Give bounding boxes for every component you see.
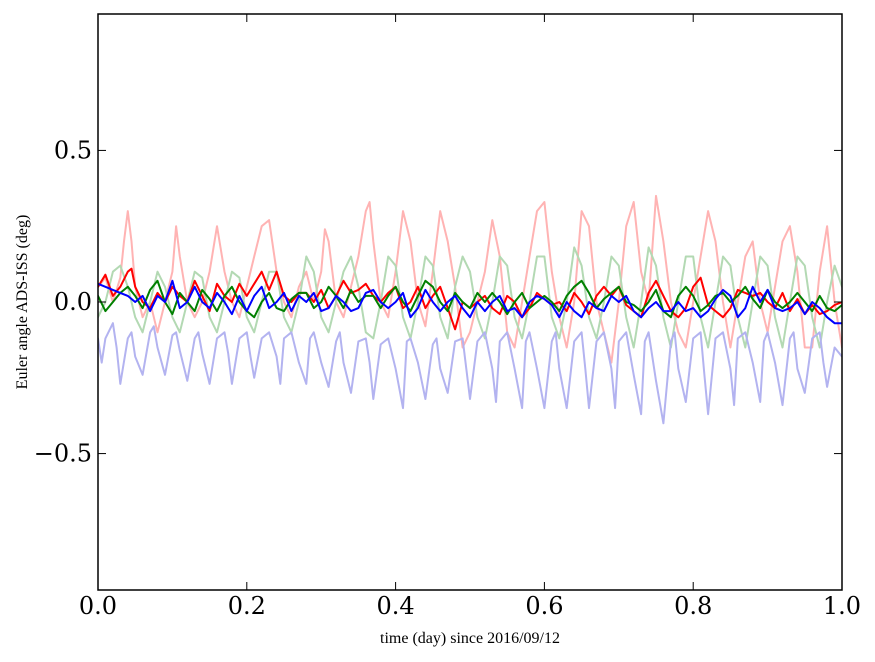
series-line-1 [98,246,842,349]
y-tick-label-0: −0.5 [34,440,92,468]
y-axis-label: Euler angle ADS-ISS (deg) [14,215,31,390]
series-line-2 [98,322,842,425]
y-tick-label-2: 0.5 [54,136,92,164]
x-tick-label-0: 0.0 [79,592,117,620]
x-axis-label: time (day) since 2016/09/12 [380,630,560,647]
x-tick-label-3: 0.6 [525,592,563,620]
series-line-5 [98,279,842,325]
tick-layer: 0.0 0.2 0.4 0.6 0.8 1.0 −0.5 0.0 0.5 [34,14,861,620]
x-tick-label-2: 0.4 [377,592,415,620]
x-tick-label-1: 0.2 [228,592,266,620]
series-layer [98,194,842,425]
series-line-0 [98,194,842,364]
y-tick-label-1: 0.0 [54,288,92,316]
x-tick-label-4: 0.8 [674,592,712,620]
x-tick-label-5: 1.0 [823,592,861,620]
